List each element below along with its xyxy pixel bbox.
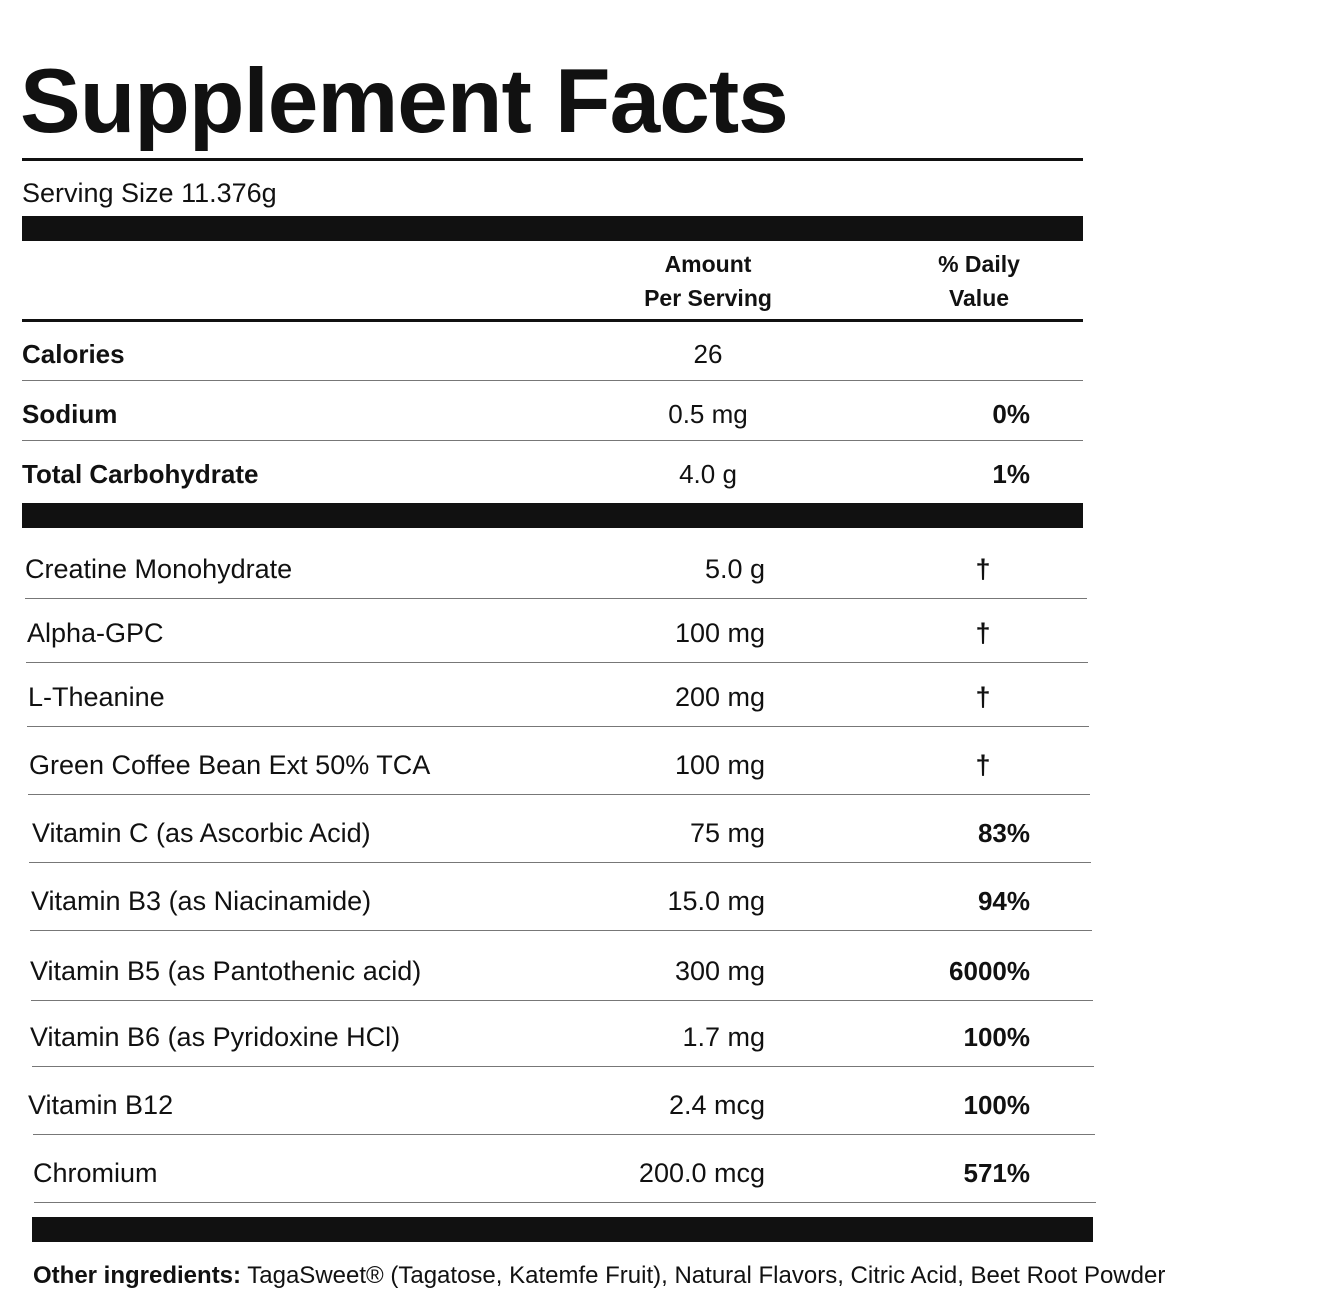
ingredient-name: Vitamin B6 (as Pyridoxine HCl) — [30, 1022, 401, 1052]
rule — [22, 319, 1083, 322]
ingredient-amount: 2.4 mcg — [668, 1090, 765, 1120]
header-amount: Per Serving — [644, 285, 772, 311]
nutrient-daily-value: 1% — [992, 459, 1030, 489]
ingredient-daily-value: 6000% — [949, 956, 1030, 986]
row-divider — [31, 1000, 1093, 1001]
ingredient-name: Vitamin B5 (as Pantothenic acid) — [30, 956, 422, 986]
nutrient-amount: 0.5 mg — [668, 399, 748, 429]
ingredient-daily-value: 571% — [963, 1158, 1031, 1188]
row-divider — [26, 662, 1088, 663]
ingredient-amount: 75 mg — [689, 818, 765, 848]
ingredient-amount: 300 mg — [674, 956, 765, 986]
ingredient-daily-value: † — [975, 618, 991, 648]
header-daily-value: % Daily — [938, 251, 1020, 277]
nutrient-name: Calories — [22, 339, 125, 369]
other-ingredients-label: Other ingredients: — [33, 1262, 242, 1289]
row-divider — [30, 930, 1092, 931]
ingredient-amount: 100 mg — [674, 618, 765, 648]
ingredient-daily-value: † — [975, 750, 991, 780]
row-divider — [29, 862, 1091, 863]
thick-bar — [32, 1217, 1093, 1242]
ingredient-daily-value: † — [975, 682, 991, 712]
ingredient-name: Chromium — [33, 1158, 158, 1188]
nutrient-amount: 4.0 g — [679, 459, 737, 489]
ingredient-name: Vitamin B3 (as Niacinamide) — [31, 886, 372, 916]
row-divider — [28, 794, 1090, 795]
serving-size: Serving Size 11.376g — [22, 178, 277, 208]
row-divider — [33, 1134, 1095, 1135]
row-divider — [22, 380, 1083, 381]
thick-bar — [22, 503, 1083, 528]
ingredient-name: Green Coffee Bean Ext 50% TCA — [29, 750, 431, 780]
ingredient-amount: 200.0 mcg — [638, 1158, 765, 1188]
ingredient-amount: 1.7 mg — [682, 1022, 765, 1052]
other-ingredients: Other ingredients: TagaSweet® (Tagatose,… — [33, 1264, 1165, 1288]
row-divider — [32, 1066, 1094, 1067]
header-amount: Amount — [664, 251, 752, 277]
row-divider — [22, 440, 1083, 441]
ingredient-daily-value: 83% — [977, 818, 1030, 848]
ingredient-amount: 200 mg — [674, 682, 765, 712]
ingredient-name: Alpha-GPC — [27, 618, 164, 648]
other-ingredients-text: TagaSweet® (Tagatose, Katemfe Fruit), Na… — [247, 1262, 1166, 1289]
row-divider — [34, 1202, 1096, 1203]
ingredient-name: Vitamin C (as Ascorbic Acid) — [32, 818, 371, 848]
ingredient-daily-value: 100% — [963, 1090, 1031, 1120]
nutrient-name: Sodium — [22, 399, 118, 429]
nutrient-name: Total Carbohydrate — [22, 459, 259, 489]
ingredient-amount: 5.0 g — [704, 554, 765, 584]
header-daily-value: Value — [948, 285, 1010, 311]
ingredient-name: L-Theanine — [28, 682, 165, 712]
ingredient-daily-value: † — [975, 554, 991, 584]
nutrient-amount: 26 — [693, 339, 723, 369]
thick-bar — [22, 216, 1083, 241]
ingredient-daily-value: 100% — [963, 1022, 1031, 1052]
ingredient-name: Vitamin B12 — [28, 1090, 174, 1120]
row-divider — [25, 598, 1087, 599]
nutrient-daily-value: 0% — [992, 399, 1030, 429]
ingredient-amount: 15.0 mg — [667, 886, 765, 916]
row-divider — [27, 726, 1089, 727]
title: Supplement Facts — [20, 51, 789, 152]
ingredient-daily-value: 94% — [977, 886, 1030, 916]
rule — [22, 158, 1083, 161]
ingredient-name: Creatine Monohydrate — [25, 554, 293, 584]
ingredient-amount: 100 mg — [674, 750, 765, 780]
